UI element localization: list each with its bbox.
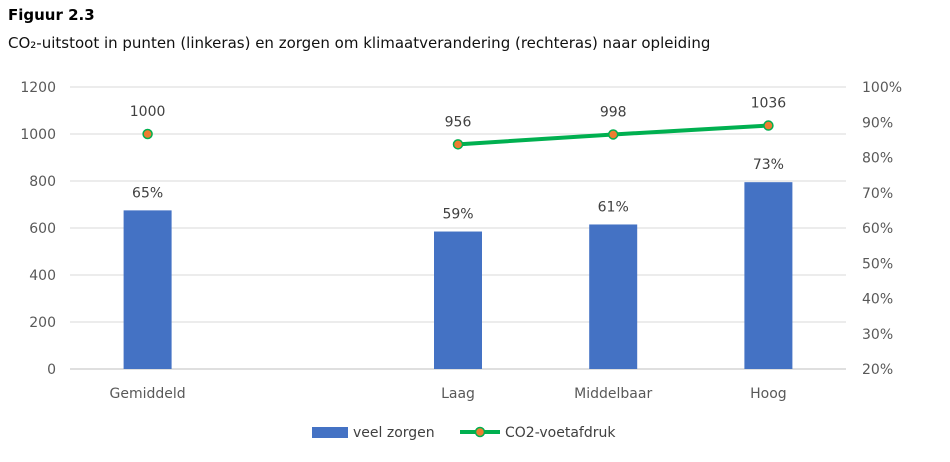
bar-data-label: 61%: [598, 199, 629, 215]
line-segment: [456, 132, 616, 147]
right-tick-label: 100%: [862, 80, 902, 96]
right-tick-label: 40%: [862, 292, 893, 308]
right-tick-label: 50%: [862, 256, 893, 272]
right-tick-label: 60%: [862, 221, 893, 237]
line-point: [763, 120, 774, 131]
category-label: Middelbaar: [574, 386, 652, 402]
right-tick-label: 20%: [862, 362, 893, 378]
left-tick-label: 400: [29, 268, 56, 284]
legend-label: veel zorgen: [353, 425, 435, 441]
left-tick-label: 200: [29, 315, 56, 331]
bar: [589, 224, 638, 369]
bar-data-label: 65%: [132, 185, 163, 201]
category-label: Hoog: [750, 386, 787, 402]
legend-bar-swatch: [312, 427, 348, 438]
figure-label: Figuur 2.3: [8, 6, 95, 24]
right-tick-label: 90%: [862, 115, 893, 131]
left-tick-label: 1000: [20, 127, 56, 143]
category-label: Laag: [441, 386, 475, 402]
point-data-label: 1036: [751, 96, 787, 112]
bar: [434, 231, 482, 369]
line-point: [607, 129, 619, 140]
bar-data-label: 73%: [753, 157, 784, 173]
line-point: [452, 139, 464, 150]
left-tick-label: 1200: [20, 80, 56, 96]
bar: [123, 210, 172, 369]
point-data-label: 956: [445, 114, 472, 130]
right-tick-label: 70%: [862, 186, 893, 202]
left-tick-label: 600: [29, 221, 56, 237]
right-tick-label: 30%: [862, 327, 893, 343]
legend-marker: [474, 426, 486, 438]
bar: [744, 182, 793, 369]
point-data-label: 1000: [130, 104, 166, 120]
left-tick-label: 800: [29, 174, 56, 190]
point-data-label: 998: [600, 104, 627, 120]
legend-label: CO2-voetafdruk: [505, 425, 616, 441]
chart-title: CO₂-uitstoot in punten (linkeras) en zor…: [8, 34, 711, 52]
category-label: Gemiddeld: [110, 386, 186, 402]
bar-data-label: 59%: [442, 207, 473, 223]
line-segment: [611, 123, 771, 137]
line-point: [142, 128, 153, 140]
right-tick-label: 80%: [862, 151, 893, 167]
left-tick-label: 0: [47, 362, 56, 378]
